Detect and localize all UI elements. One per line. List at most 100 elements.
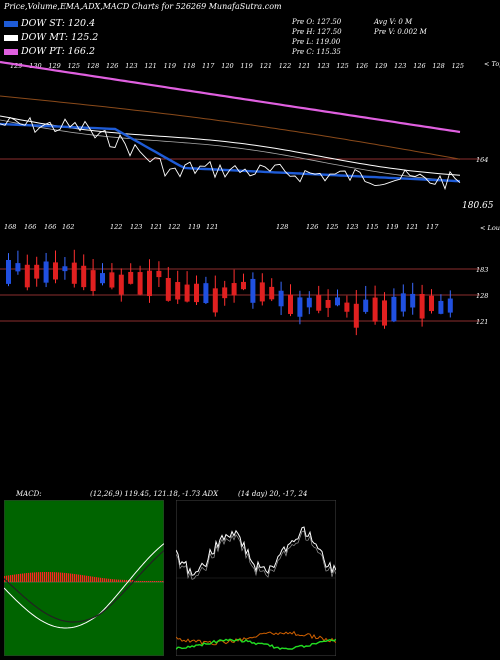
macd-hist-bar [60,572,62,582]
macd-line [4,543,164,629]
dow-mt-line [0,115,461,176]
price-top-tick: 129 [10,62,22,70]
macd-hist-bar [52,572,54,582]
candle-body [363,299,369,312]
macd-hist-bar [120,579,122,582]
candle-top-tick: 115 [366,223,378,231]
candle-chart: < Louer 168 166 166 162 122 123 121 122 119 121 12… [0,223,500,336]
candle-body [438,300,444,314]
macd-hist-bar [102,578,104,582]
candle-body [344,302,350,312]
price-top-tick: 119 [240,62,252,70]
candle-body [250,278,256,303]
price-label-164: 164 [476,156,488,164]
macd-hist-bar [142,581,144,582]
dow-mt-shadow-line [0,119,461,182]
legend-label-pt: DOW PT: 166.2 [21,46,95,57]
macd-hist-bar [68,573,70,582]
macd-hist-bar [140,581,142,582]
avg-volume: Avg V: 0 M [374,18,413,26]
candle-body [81,265,87,288]
legend-swatch-st [4,20,18,27]
candle-top-tick: 122 [110,223,122,231]
price-top-tick: 129 [48,62,60,70]
price-top-tick: 123 [317,62,329,70]
price-top-tick: 119 [164,62,176,70]
candle-body [53,262,58,280]
candle-body [165,278,171,301]
candle-body [231,283,237,296]
macd-hist-bar [88,576,90,582]
candle-top-tick: 117 [426,223,439,231]
price-top-tick: 128 [432,62,444,70]
candle-body [62,266,68,272]
price-top-tick: 123 [394,62,406,70]
candle-body [419,294,425,319]
candle-body [278,290,284,307]
macd-hist-bar [16,574,18,582]
macd-hist-bar [122,579,124,582]
macd-hist-bar [96,577,98,582]
macd-hist-bar [154,581,156,582]
price-label-180: 180.65 [462,201,494,211]
candle-top-tick: 168 [4,223,16,231]
candle-body [241,281,246,290]
adx-chart [176,500,336,656]
macd-hist-bar [146,581,148,582]
macd-hist-bar [108,578,110,582]
candle-body [100,273,105,284]
candles [6,249,453,336]
candle-body [15,263,21,272]
price-top-tick: 125 [452,62,464,70]
candle-body [24,264,30,288]
macd-hist-bar [148,581,150,582]
legend-dow-pt: DOW PT: 166.2 [4,46,95,57]
candle-label-121: 121 [476,318,488,326]
candle-body [71,262,77,284]
candle-body [353,303,359,328]
macd-hist-bar [162,581,164,582]
macd-hist-bar [90,576,92,582]
candle-top-tick: 121 [150,223,162,231]
price-top-tick: 123 [125,62,137,70]
macd-hist-bar [150,581,152,582]
candle-body [259,282,265,302]
candle-body [222,287,228,299]
candle-top-tick: 128 [276,223,288,231]
candle-body [306,297,312,308]
macd-hist-bar [8,575,10,582]
candle-body [184,284,190,302]
macd-hist-bar [138,581,140,582]
macd-hist-bar [26,573,28,582]
volume-tag: < Louer [480,224,500,232]
candle-top-tick: 126 [306,223,318,231]
candle-body [118,274,124,295]
price-top-tick: 121 [144,62,156,70]
macd-hist-bar [72,573,74,582]
macd-hist-bar [74,574,76,582]
macd-hist-bar [144,581,146,582]
candle-body [297,297,303,317]
macd-hist-bar [10,575,12,582]
macd-hist-bar [116,579,118,582]
macd-hist-bar [64,572,66,582]
macd-label: MACD: [16,490,42,498]
candle-body [175,282,181,300]
price-top-ticks: 129 130 129 125 128 126 123 121 119 118 117 120 119 1… [10,62,464,70]
macd-signal-line [4,550,164,623]
macd-hist-bar [100,577,102,582]
macd-hist-bar [134,581,136,582]
adx-line [176,526,336,576]
macd-hist-bar [78,574,80,582]
macd-hist-bar [118,579,120,582]
macd-hist-bar [34,572,36,582]
di-plus-line [176,638,336,650]
macd-hist-bar [48,572,50,582]
candle-top-tick: 121 [206,223,218,231]
legend-dow-mt: DOW MT: 125.2 [4,32,98,43]
macd-hist-bar [158,581,160,582]
top-tag: < Topo [484,60,500,68]
macd-hist-bar [54,572,56,582]
candle-top-tick: 119 [386,223,398,231]
candle-body [400,293,406,312]
